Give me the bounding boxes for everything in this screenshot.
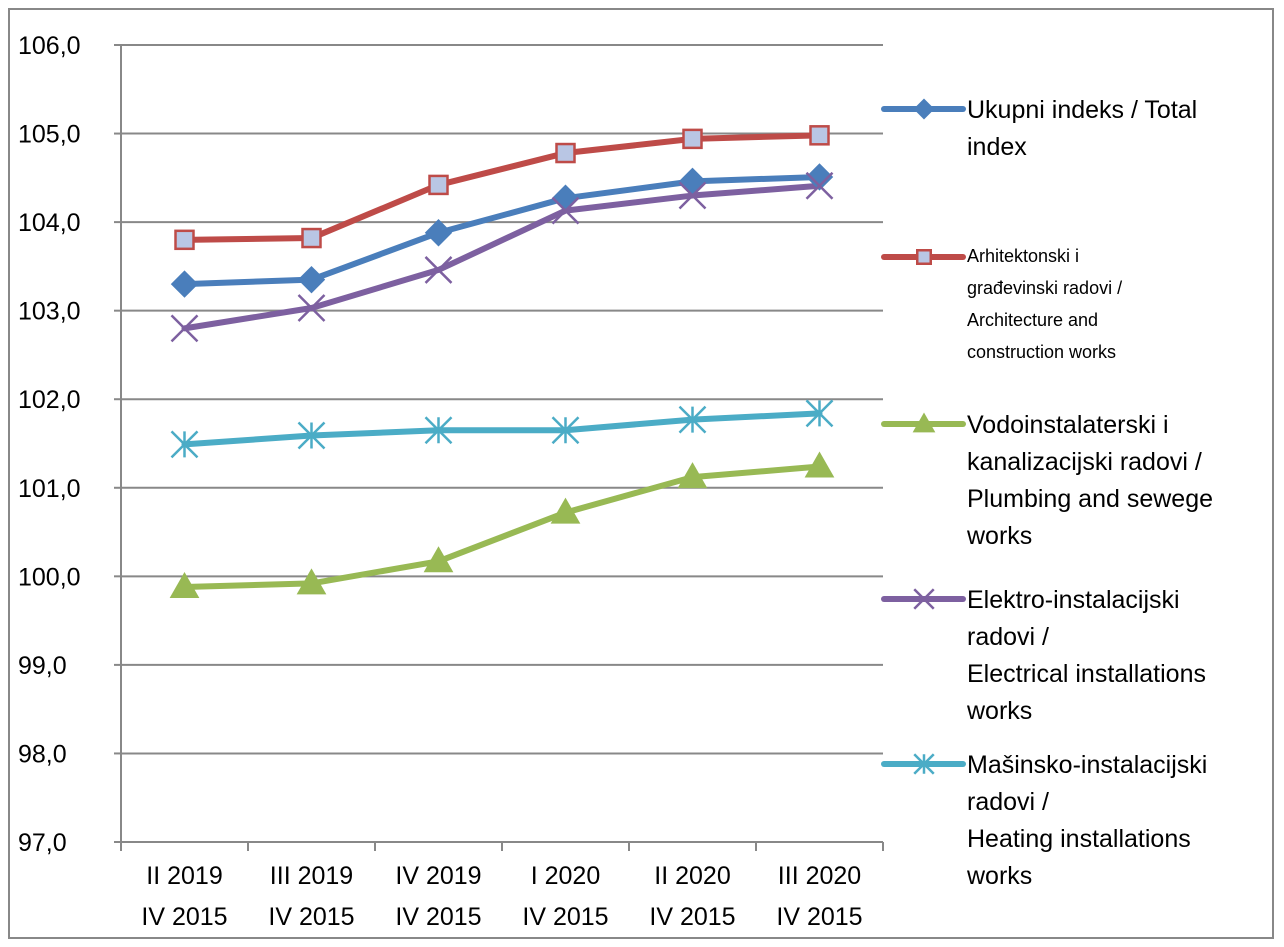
x-tick-label: II 2020 bbox=[654, 862, 730, 890]
data-point-s2-4 bbox=[555, 142, 576, 164]
data-point-s1-1 bbox=[170, 270, 199, 298]
data-point-s1-5 bbox=[678, 167, 707, 196]
x-tick-label: IV 2015 bbox=[395, 903, 481, 931]
legend-swatch-marker-5 bbox=[913, 753, 935, 775]
data-point-s3-4 bbox=[550, 497, 581, 524]
y-tick-label: 101,0 bbox=[18, 475, 81, 503]
legend-swatch-marker-3 bbox=[912, 412, 936, 433]
data-point-s2-5 bbox=[682, 128, 703, 150]
data-point-s2-6 bbox=[809, 125, 830, 146]
data-point-s5-5 bbox=[678, 405, 707, 434]
series-line-3 bbox=[181, 463, 823, 590]
legend-label: Mašinsko-instalacijski bbox=[967, 751, 1207, 779]
data-point-s2-1 bbox=[174, 229, 195, 251]
x-tick-label: IV 2015 bbox=[649, 903, 735, 931]
legend-label: građevinski radovi / bbox=[967, 278, 1122, 298]
data-point-s1-3 bbox=[424, 219, 453, 247]
data-point-s3-2 bbox=[296, 568, 327, 595]
legend-swatch-marker-1 bbox=[913, 98, 935, 120]
y-tick-label: 105,0 bbox=[18, 121, 81, 149]
data-point-s5-4 bbox=[551, 416, 580, 445]
x-tick-label: III 2019 bbox=[270, 862, 353, 890]
y-tick-label: 106,0 bbox=[18, 32, 81, 60]
gridlines bbox=[121, 44, 883, 755]
data-point-s4-3 bbox=[424, 256, 453, 284]
y-tick-label: 99,0 bbox=[18, 652, 67, 680]
data-point-s1-6 bbox=[805, 163, 834, 191]
y-tick-label: 100,0 bbox=[18, 563, 81, 591]
data-point-s3-5 bbox=[677, 462, 708, 489]
x-tick-label: III 2020 bbox=[778, 862, 861, 890]
data-point-s4-2 bbox=[297, 294, 326, 322]
y-tick-label: 97,0 bbox=[18, 829, 67, 857]
data-point-s4-4 bbox=[551, 196, 580, 225]
axes bbox=[114, 44, 884, 851]
data-point-s4-5 bbox=[678, 181, 707, 210]
x-tick-label: I 2020 bbox=[531, 862, 601, 890]
legend-label: kanalizacijski radovi / bbox=[967, 448, 1202, 476]
data-point-s5-6 bbox=[805, 399, 834, 428]
data-point-s2-2 bbox=[301, 227, 322, 249]
y-axis-tick-labels: 97,0 98,0 99,0 100,0 101,0 102,0 103,0 104,0 105… bbox=[18, 32, 81, 857]
legend-label: radovi / bbox=[967, 623, 1049, 651]
legend-label: Heating installations bbox=[967, 825, 1191, 853]
x-tick-label: IV 2015 bbox=[776, 903, 862, 931]
x-tick-label: II 2019 bbox=[146, 862, 222, 890]
x-tick-label: IV 2015 bbox=[522, 903, 608, 931]
data-point-s3-6 bbox=[804, 451, 835, 478]
legend-label: radovi / bbox=[967, 788, 1049, 816]
legend-label: works bbox=[966, 862, 1032, 890]
legend-label: construction works bbox=[967, 342, 1116, 362]
legend-swatch-marker-2 bbox=[916, 249, 932, 265]
x-tick-label: IV 2015 bbox=[268, 903, 354, 931]
series-line-1 bbox=[181, 173, 823, 288]
legend-label: index bbox=[967, 133, 1027, 161]
legend-label: Electrical installations bbox=[967, 660, 1206, 688]
y-tick-label: 104,0 bbox=[18, 209, 81, 237]
data-point-s5-3 bbox=[424, 416, 453, 445]
data-point-s3-3 bbox=[423, 546, 454, 573]
legend-swatch-marker-4 bbox=[913, 588, 935, 610]
series-line-4 bbox=[181, 182, 823, 332]
x-tick-label: IV 2015 bbox=[141, 903, 227, 931]
data-point-s5-2 bbox=[297, 421, 326, 450]
series-markers bbox=[169, 125, 835, 598]
legend-label: Architecture and bbox=[967, 310, 1098, 330]
data-point-s4-6 bbox=[805, 171, 834, 200]
x-axis-tick-labels: II 2019 IV 2015 III 2019 IV 2015 IV 2019 IV 2… bbox=[141, 862, 862, 931]
legend-label: Vodoinstalaterski i bbox=[967, 411, 1169, 439]
series-line-2 bbox=[181, 132, 823, 243]
series-lines bbox=[181, 132, 823, 590]
data-point-s1-2 bbox=[297, 265, 326, 294]
data-point-s5-1 bbox=[170, 430, 199, 459]
legend: Ukupni indeks / Total index Arhitektonski … bbox=[881, 96, 1213, 890]
x-tick-label: IV 2019 bbox=[395, 862, 481, 890]
legend-label: Ukupni indeks / Total bbox=[967, 96, 1197, 124]
y-tick-label: 103,0 bbox=[18, 298, 81, 326]
y-tick-label: 98,0 bbox=[18, 740, 67, 768]
data-point-s3-1 bbox=[169, 571, 200, 598]
chart-frame bbox=[8, 8, 1274, 939]
legend-label: Plumbing and sewege bbox=[967, 485, 1213, 513]
legend-label: Arhitektonski i bbox=[967, 246, 1079, 266]
series-line-5 bbox=[181, 410, 823, 448]
y-tick-label: 102,0 bbox=[18, 386, 81, 414]
legend-label: works bbox=[966, 522, 1032, 550]
data-point-s4-1 bbox=[170, 314, 199, 343]
data-point-s2-3 bbox=[428, 174, 449, 196]
legend-label: works bbox=[966, 697, 1032, 725]
legend-label: Elektro-instalacijski bbox=[967, 586, 1180, 614]
